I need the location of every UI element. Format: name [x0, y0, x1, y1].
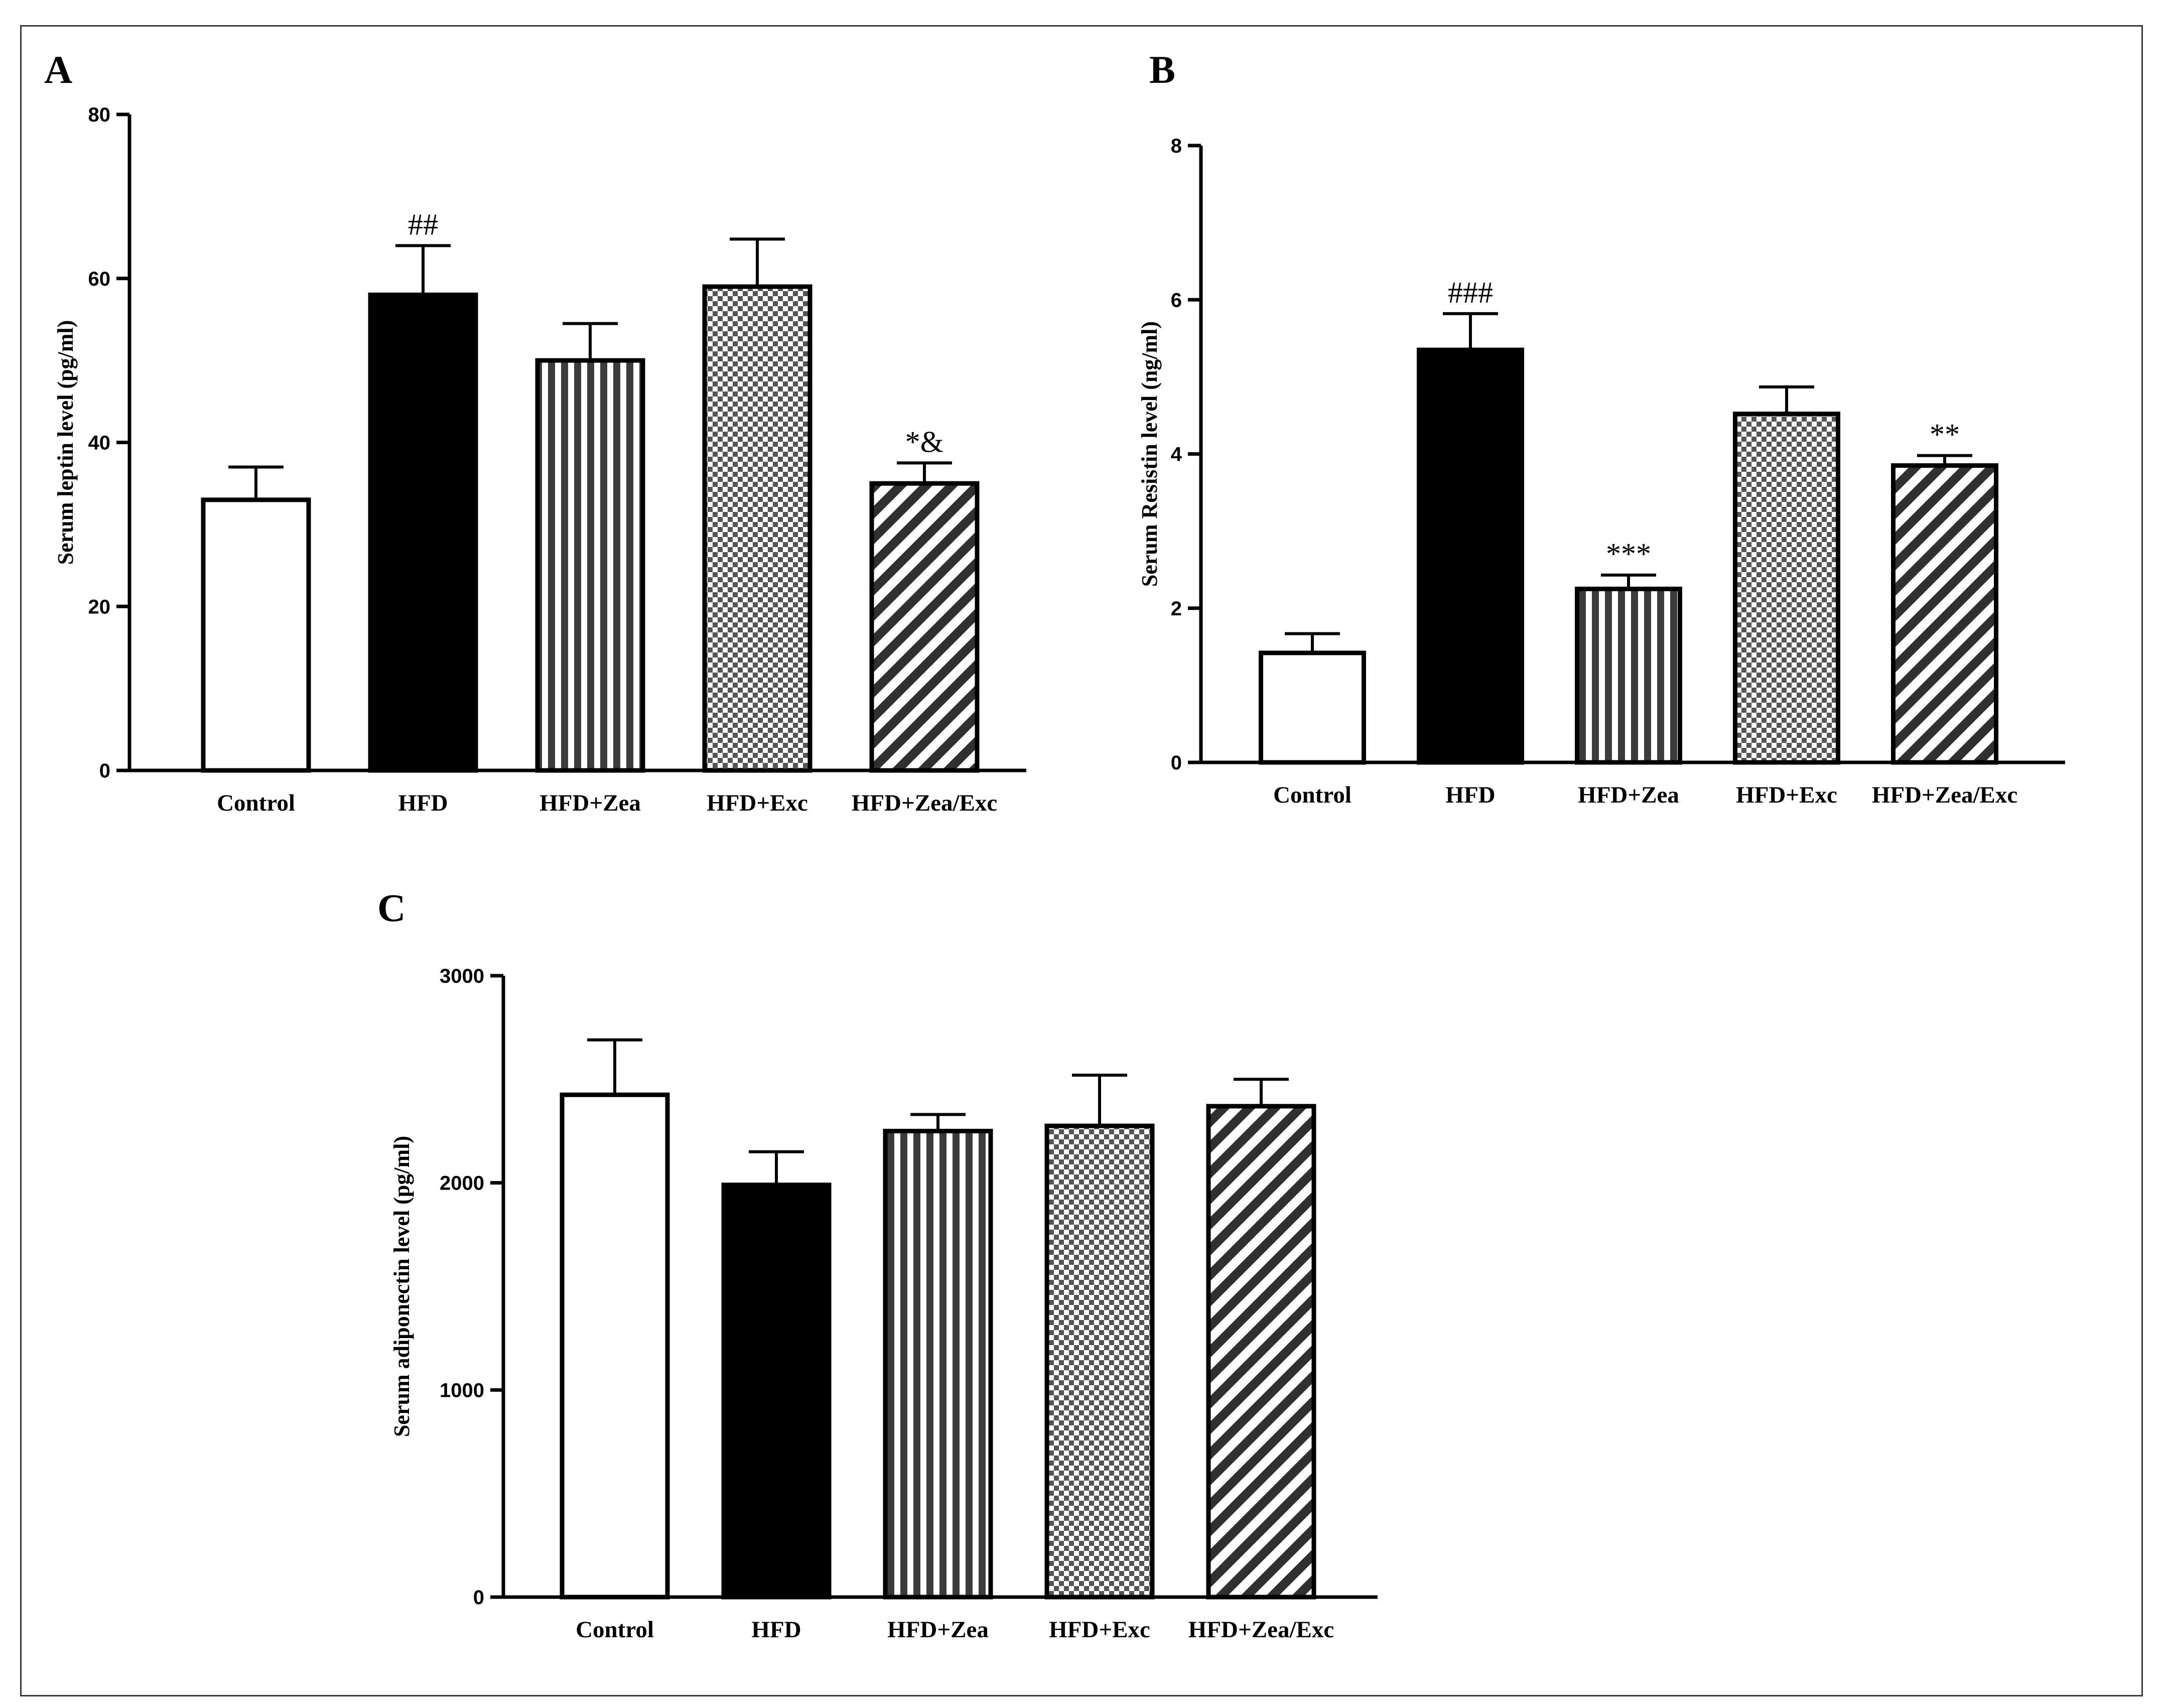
panel-a: A 0 20 40 60 80 Serum leptin level (pg/ml) Cont…: [44, 48, 1026, 816]
y-tick-label: 3000: [440, 965, 484, 987]
category-label: Control: [217, 790, 295, 816]
bar-hfd-zea-exc: [1206, 1104, 1316, 1600]
y-tick-label: 4: [1171, 444, 1182, 466]
significance-label: *&: [905, 425, 944, 458]
category-label: Control: [1273, 782, 1351, 808]
category-label: Control: [576, 1617, 654, 1643]
bar-hfd-zea: [1575, 586, 1682, 765]
y-tick-label: 8: [1171, 135, 1182, 157]
y-tick-label: 6: [1171, 289, 1182, 311]
category-label: HFD+Zea: [539, 790, 641, 816]
panel-c: C 0 1000 2000 3000 Serum adiponectin level (p…: [377, 886, 1378, 1643]
category-label: HFD+Exc: [707, 790, 808, 816]
panel-letter: C: [377, 886, 405, 930]
bar-hfd-exc: [1733, 412, 1840, 765]
bar-control: [1259, 650, 1366, 765]
figure-frame: [20, 25, 2143, 1696]
panel-letter: A: [44, 48, 72, 91]
bar-hfd-exc: [1044, 1123, 1155, 1600]
category-label: HFD+Zea: [887, 1617, 989, 1643]
bar-hfd-zea: [883, 1129, 993, 1600]
panel-b: B 0 2 4 6 8 Serum Resistin level (ng/ml) Contro…: [1137, 48, 2065, 808]
bar-hfd-zea: [535, 358, 645, 773]
y-axis-label: Serum adiponectin level (pg/ml): [389, 1136, 414, 1437]
category-label: HFD+Zea/Exc: [852, 790, 997, 816]
y-tick-label: 40: [88, 432, 111, 454]
y-tick-label: 0: [1171, 752, 1182, 774]
bar-hfd-zea-exc: [869, 481, 980, 773]
category-label: HFD: [398, 790, 448, 816]
bar-control: [560, 1092, 670, 1600]
category-label: HFD+Zea: [1578, 782, 1679, 808]
bar-hfd: [368, 292, 478, 773]
y-tick-label: 0: [473, 1587, 484, 1609]
bar-hfd-exc: [702, 284, 813, 773]
y-tick-label: 0: [99, 760, 110, 782]
bar-hfd: [1417, 347, 1524, 765]
significance-label: ##: [408, 208, 438, 241]
significance-label: ###: [1448, 276, 1493, 309]
y-tick-label: 2000: [440, 1172, 484, 1195]
panel-letter: B: [1149, 48, 1175, 91]
y-axis-label: Serum leptin level (pg/ml): [53, 320, 78, 565]
category-label: HFD: [751, 1617, 801, 1643]
category-label: HFD+Zea/Exc: [1872, 782, 2017, 808]
y-axis-label: Serum Resistin level (ng/ml): [1137, 321, 1162, 587]
y-tick-label: 1000: [440, 1379, 484, 1401]
bar-hfd: [721, 1183, 832, 1600]
significance-label: **: [1930, 418, 1960, 451]
category-label: HFD+Exc: [1049, 1617, 1150, 1643]
bar-hfd-zea-exc: [1891, 463, 1998, 765]
y-tick-label: 60: [88, 268, 111, 290]
y-tick-label: 80: [88, 104, 111, 126]
significance-label: ***: [1606, 538, 1651, 571]
y-tick-label: 2: [1171, 598, 1182, 620]
category-label: HFD+Zea/Exc: [1188, 1617, 1334, 1643]
category-label: HFD: [1445, 782, 1495, 808]
bar-control: [201, 497, 311, 773]
category-label: HFD+Exc: [1736, 782, 1837, 808]
y-tick-label: 20: [88, 596, 111, 618]
